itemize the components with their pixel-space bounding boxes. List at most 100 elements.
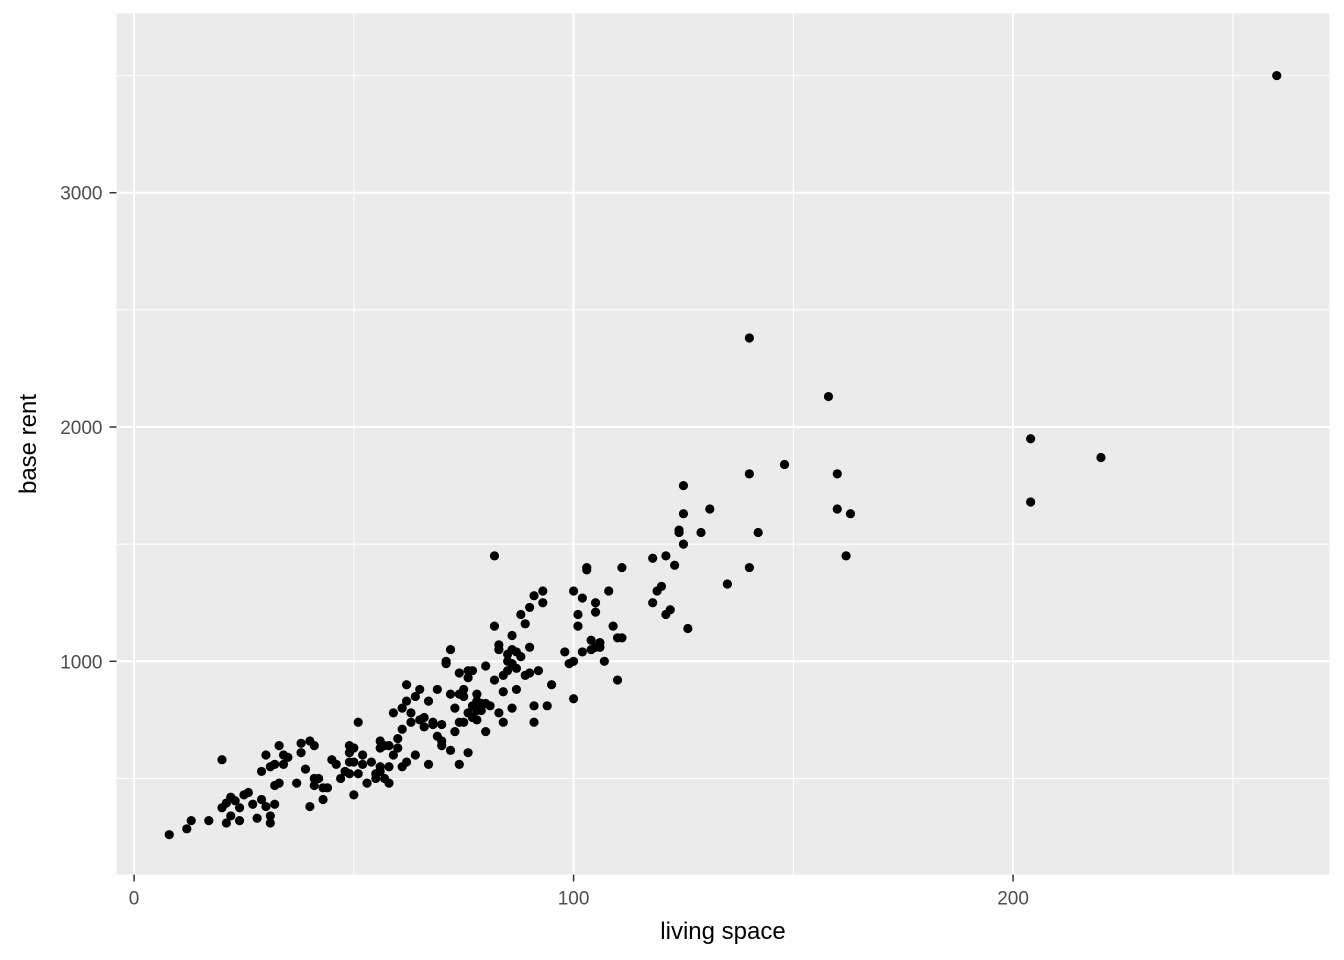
data-point (292, 778, 302, 788)
data-point (314, 773, 324, 784)
data-point (349, 743, 359, 753)
data-point (406, 708, 416, 718)
data-point (489, 675, 500, 685)
data-point (445, 689, 456, 699)
data-point (362, 778, 372, 788)
data-point (270, 799, 280, 809)
data-point (546, 680, 557, 690)
data-point (753, 527, 763, 538)
data-point (336, 773, 346, 784)
data-point (525, 642, 535, 652)
data-point (538, 598, 548, 608)
y-axis: 1000 2000 3000 (60, 184, 117, 673)
y-tick-label: 3000 (60, 184, 102, 205)
data-point (604, 586, 614, 596)
data-point (217, 755, 227, 765)
data-point (296, 738, 306, 748)
data-point (678, 480, 689, 491)
data-point (507, 703, 517, 713)
data-point (617, 562, 627, 573)
data-point (529, 717, 539, 727)
data-point (1272, 70, 1282, 81)
data-point (331, 759, 341, 769)
data-point (463, 748, 473, 758)
data-point (472, 689, 482, 699)
data-point (450, 703, 460, 713)
data-point (577, 593, 587, 603)
data-point (375, 766, 385, 777)
data-point (401, 696, 412, 706)
data-point (463, 673, 473, 683)
data-point (568, 586, 579, 596)
data-point (252, 813, 262, 823)
data-point (459, 684, 469, 695)
data-point (234, 803, 245, 813)
data-point (533, 666, 544, 676)
data-point (358, 750, 368, 760)
data-point (454, 668, 464, 678)
data-point (485, 701, 495, 711)
data-point (423, 696, 434, 706)
data-point (265, 811, 275, 821)
data-point (494, 644, 504, 655)
data-point (274, 778, 284, 788)
data-point (265, 818, 275, 828)
data-point (520, 619, 530, 629)
data-point (516, 652, 526, 662)
data-point (305, 801, 315, 812)
data-point (401, 680, 412, 690)
data-point (221, 818, 231, 828)
data-point (1096, 452, 1106, 463)
data-point (309, 780, 319, 791)
x-tick-label: 0 (129, 889, 140, 910)
data-point (467, 666, 478, 676)
data-point (309, 741, 319, 751)
data-point (353, 717, 363, 727)
data-point (841, 551, 851, 561)
data-points (164, 70, 1282, 840)
data-point (722, 579, 732, 589)
data-point (278, 759, 289, 769)
data-point (665, 605, 675, 615)
data-point (507, 630, 517, 641)
data-point (419, 712, 429, 723)
data-point (595, 642, 605, 652)
data-point (823, 391, 834, 402)
x-tick-label: 100 (558, 889, 590, 910)
data-point (573, 621, 583, 631)
data-point (401, 757, 412, 767)
data-point (472, 715, 482, 725)
data-point (454, 759, 464, 769)
data-point (538, 586, 548, 596)
data-point (384, 762, 394, 772)
data-point (568, 694, 579, 704)
data-point (516, 609, 526, 620)
data-point (415, 684, 425, 695)
data-point (489, 551, 500, 561)
plot-panel (116, 13, 1330, 875)
data-point (586, 635, 596, 645)
data-point (441, 656, 451, 666)
data-point (744, 562, 754, 573)
data-point (388, 708, 398, 718)
data-point (283, 752, 293, 762)
data-point (459, 717, 469, 727)
data-point (832, 504, 842, 514)
data-point (608, 621, 618, 631)
data-point (366, 757, 377, 767)
data-point (779, 459, 790, 470)
data-point (674, 525, 684, 535)
data-point (349, 790, 359, 800)
data-point (388, 750, 398, 760)
y-tick-label: 1000 (60, 652, 102, 673)
data-point (590, 607, 601, 617)
data-point (261, 801, 271, 812)
data-point (230, 796, 240, 806)
data-point (582, 562, 592, 573)
data-point (349, 757, 359, 767)
data-point (450, 726, 460, 737)
data-point (261, 750, 271, 760)
data-point (568, 656, 579, 666)
data-point (397, 724, 407, 734)
data-point (670, 560, 680, 570)
